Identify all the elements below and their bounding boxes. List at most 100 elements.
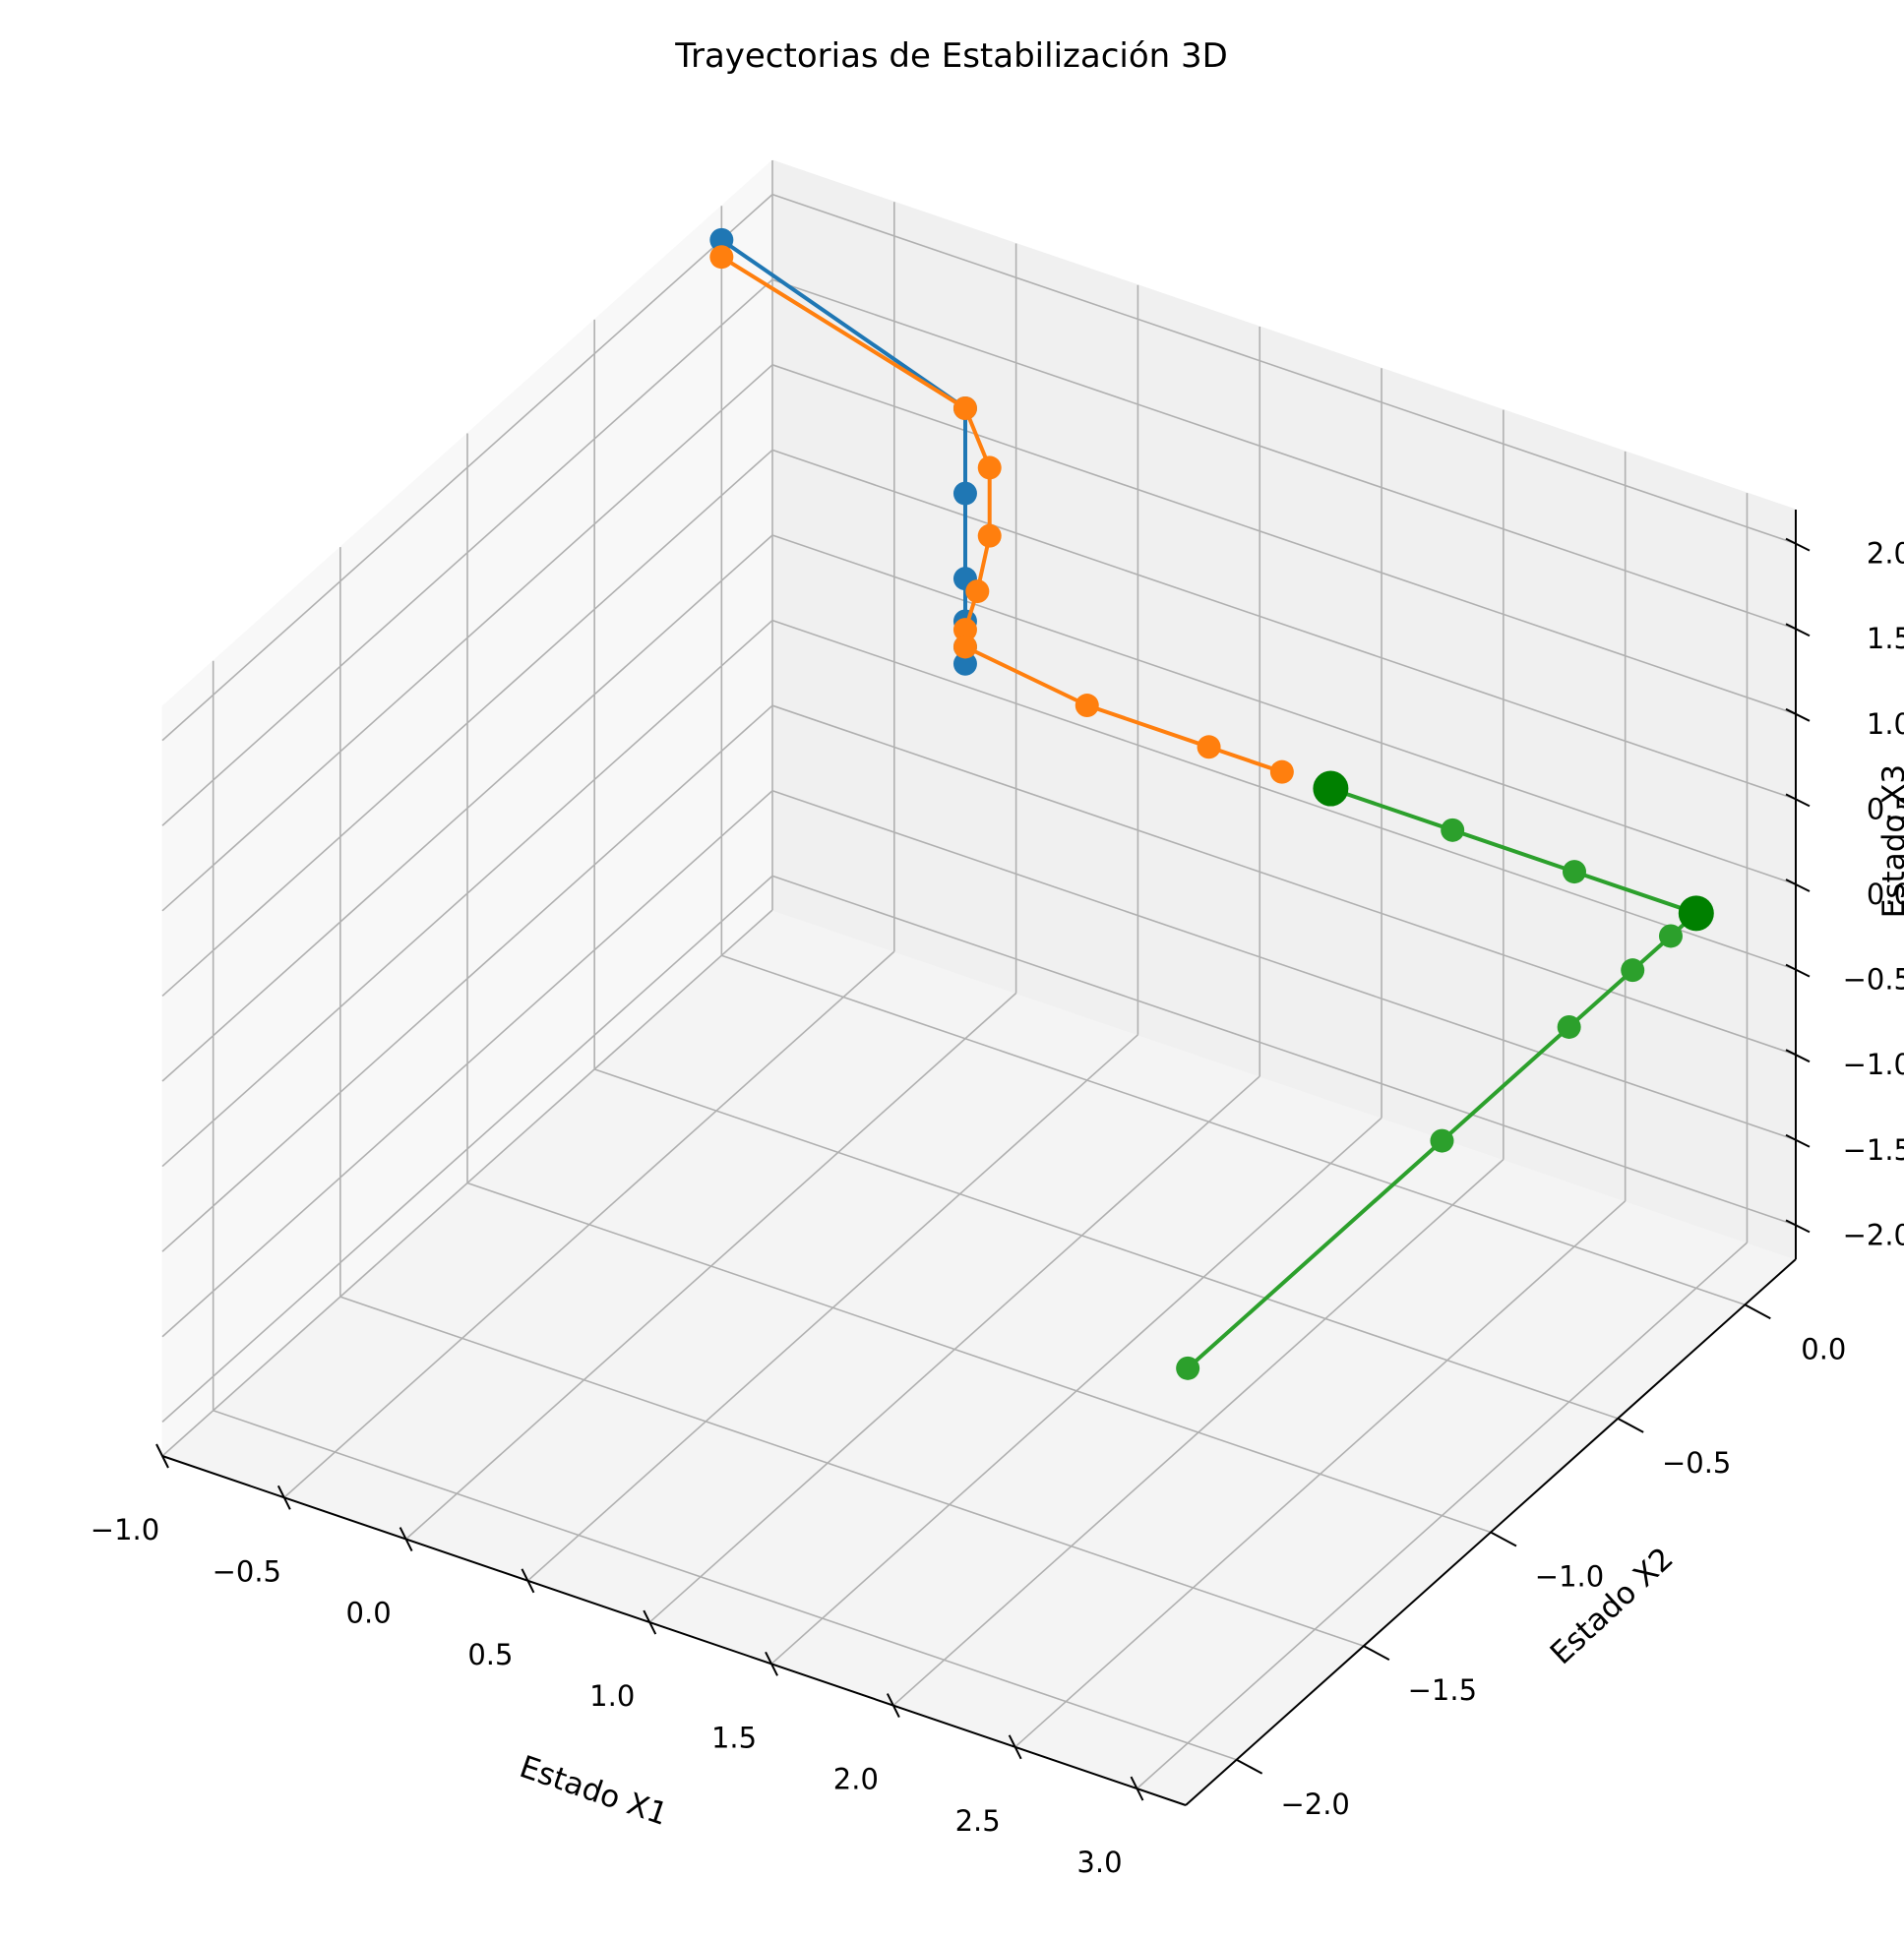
x-tick-mark bbox=[1008, 1734, 1022, 1760]
x-tick-mark bbox=[765, 1651, 778, 1676]
series-1-point bbox=[709, 245, 734, 270]
z-tick-label: −1.5 bbox=[1843, 1133, 1904, 1167]
x-tick-label: −1.0 bbox=[91, 1513, 159, 1546]
grid-line-z-back bbox=[771, 278, 1797, 630]
chart-title: Trayectorias de Estabilización 3D bbox=[674, 36, 1228, 76]
series-2-point bbox=[1621, 958, 1645, 983]
x-tick-label: −0.5 bbox=[213, 1554, 281, 1588]
series-1-point bbox=[977, 523, 1002, 548]
series-layer bbox=[709, 227, 1714, 1380]
z-tick-mark bbox=[1785, 793, 1811, 808]
x-tick-label: 1.5 bbox=[711, 1721, 757, 1754]
grid-line-z-back bbox=[771, 534, 1797, 885]
x-tick-mark bbox=[155, 1443, 169, 1469]
highlight-point bbox=[1678, 895, 1714, 932]
y-tick-label: −1.0 bbox=[1535, 1560, 1604, 1594]
grid-line-z-left bbox=[161, 364, 773, 912]
x-tick-label: 2.5 bbox=[955, 1804, 1001, 1838]
grid-line-z-back bbox=[771, 193, 1797, 545]
x-tick-label: 2.0 bbox=[833, 1763, 879, 1796]
z-axis-label: Estado X3 bbox=[1876, 764, 1904, 918]
y-tick-mark bbox=[1363, 1645, 1390, 1662]
z-tick-mark bbox=[1785, 1133, 1811, 1148]
grid-line-z-back bbox=[771, 364, 1797, 715]
y-tick-mark bbox=[1490, 1531, 1517, 1547]
series-2-point bbox=[1441, 818, 1465, 842]
grid-line-z-left bbox=[161, 278, 773, 826]
y-tick-label: −1.5 bbox=[1408, 1673, 1477, 1707]
highlight-point bbox=[1313, 770, 1349, 807]
series-2-point bbox=[1430, 1128, 1454, 1153]
series-1-point bbox=[952, 635, 977, 659]
grid-line-z-left bbox=[161, 534, 773, 1082]
grid-lines bbox=[161, 160, 1797, 1789]
series-1-point bbox=[952, 618, 977, 642]
grid-line-z-back bbox=[771, 449, 1797, 801]
z-tick-label: 0.0 bbox=[1867, 878, 1904, 911]
series-1-point bbox=[965, 579, 990, 604]
grid-line-z-back bbox=[771, 704, 1797, 1056]
series-1-point bbox=[1197, 735, 1221, 759]
grid-line-z-left bbox=[161, 619, 773, 1168]
grid-line-z-left bbox=[161, 790, 773, 1338]
z-tick-label: 1.5 bbox=[1867, 622, 1904, 655]
x-tick-mark bbox=[1130, 1776, 1144, 1801]
x-tick-label: 1.0 bbox=[589, 1679, 635, 1713]
series-2-point bbox=[1658, 924, 1683, 948]
z-tick-mark bbox=[1785, 623, 1811, 637]
z-tick-label: −0.5 bbox=[1843, 963, 1904, 997]
series-1-point bbox=[977, 455, 1002, 480]
grid-line-z-left bbox=[161, 449, 773, 998]
x-tick-label: 0.5 bbox=[467, 1638, 513, 1671]
x-tick-mark bbox=[399, 1527, 413, 1551]
z-tick-mark bbox=[1785, 707, 1811, 722]
grid-line-z-back bbox=[771, 875, 1797, 1227]
axis-lines bbox=[155, 510, 1811, 1806]
grid-line-z-back bbox=[771, 790, 1797, 1141]
y-tick-mark bbox=[1744, 1303, 1771, 1320]
y-tick-mark bbox=[1617, 1417, 1644, 1433]
grid-line-y-floor bbox=[466, 1182, 1492, 1534]
x-tick-mark bbox=[643, 1609, 657, 1635]
series-1-point bbox=[1269, 759, 1294, 784]
series-2-point bbox=[1176, 1356, 1200, 1380]
z-tick-mark bbox=[1785, 963, 1811, 978]
y-tick-mark bbox=[1236, 1758, 1263, 1775]
x-tick-mark bbox=[886, 1693, 900, 1719]
grid-line-y-floor bbox=[213, 1409, 1237, 1761]
z-tick-label: −2.0 bbox=[1843, 1218, 1904, 1251]
z-tick-label: 0.5 bbox=[1867, 792, 1904, 825]
series-0-point bbox=[952, 481, 977, 506]
y-tick-label: 0.0 bbox=[1801, 1332, 1846, 1365]
series-2-point bbox=[1557, 1014, 1581, 1039]
z-tick-label: 2.0 bbox=[1867, 537, 1904, 571]
grid-line-z-left bbox=[161, 704, 773, 1252]
tick-labels: −1.0 −0.5 0.0 0.5 1.0 1.5 2.0 2.5 3.0 −2.0 −1.5 −1.… bbox=[91, 537, 1904, 1879]
x-tick-mark bbox=[276, 1485, 291, 1510]
series-0-point bbox=[709, 227, 734, 252]
x-tick-label: 3.0 bbox=[1076, 1846, 1122, 1879]
series-1-point bbox=[952, 396, 977, 421]
x-axis-label: Estado X1 bbox=[515, 1749, 672, 1833]
grid-line-y-floor bbox=[593, 1068, 1619, 1420]
series-line-1 bbox=[720, 255, 1283, 774]
series-1-point bbox=[1075, 694, 1099, 718]
x-tick-mark bbox=[521, 1568, 535, 1594]
z-tick-mark bbox=[1785, 1219, 1811, 1234]
y-tick-label: −2.0 bbox=[1280, 1788, 1349, 1821]
grid-line-z-back bbox=[771, 619, 1797, 971]
grid-line-z-left bbox=[161, 875, 773, 1423]
z-tick-label: 1.0 bbox=[1867, 707, 1904, 741]
series-2-point bbox=[1563, 860, 1586, 884]
grid-line-y-floor bbox=[339, 1296, 1365, 1647]
series-0-point bbox=[952, 651, 977, 676]
x-tick-label: 0.0 bbox=[346, 1597, 392, 1630]
z-tick-label: −1.0 bbox=[1843, 1048, 1904, 1081]
z-tick-mark bbox=[1785, 1049, 1811, 1063]
grid-line-y-floor bbox=[721, 954, 1746, 1306]
grid-line-z-left bbox=[161, 194, 773, 742]
y-tick-label: −0.5 bbox=[1662, 1446, 1731, 1480]
z-tick-mark bbox=[1785, 879, 1811, 892]
axis-panes bbox=[161, 158, 1797, 1806]
